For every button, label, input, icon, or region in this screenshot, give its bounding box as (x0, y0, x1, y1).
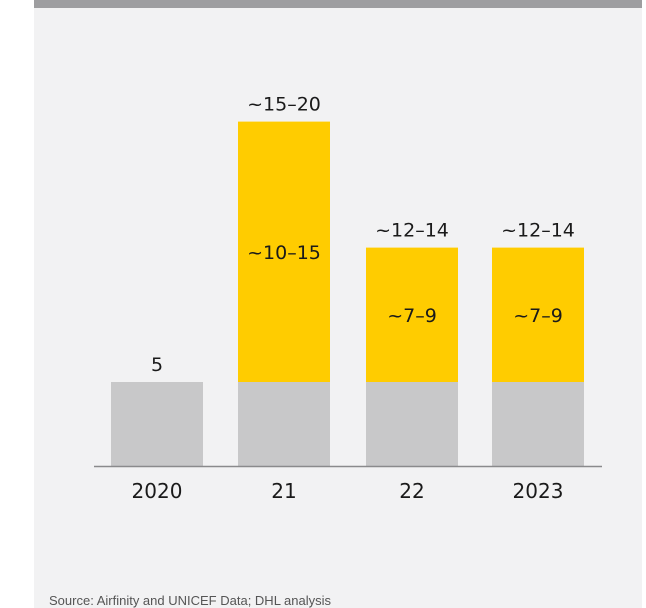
source-note: Source: Airfinity and UNICEF Data; DHL a… (49, 593, 332, 608)
x-tick-label-2023: 2023 (513, 479, 564, 503)
bar-segment-22-1 (366, 247, 458, 382)
segment-label-2023: ~7–9 (513, 305, 563, 327)
top-rule (34, 0, 642, 8)
total-label-2020: 5 (151, 354, 163, 376)
bar-segment-2023-1 (492, 247, 584, 382)
bar-segment-2023-0 (492, 382, 584, 466)
total-label-21: ~15–20 (247, 94, 321, 116)
total-label-22: ~12–14 (375, 220, 449, 242)
bar-segment-2020-0 (111, 382, 203, 466)
segment-label-22: ~7–9 (387, 305, 437, 327)
segment-label-21: ~10–15 (247, 242, 321, 264)
bar-segment-21-1 (238, 121, 330, 382)
x-tick-label-2020: 2020 (132, 479, 183, 503)
x-tick-label-22: 22 (399, 479, 424, 503)
bar-segment-21-0 (238, 382, 330, 466)
total-label-2023: ~12–14 (501, 220, 575, 242)
x-tick-label-21: 21 (271, 479, 296, 503)
bar-segment-22-0 (366, 382, 458, 466)
